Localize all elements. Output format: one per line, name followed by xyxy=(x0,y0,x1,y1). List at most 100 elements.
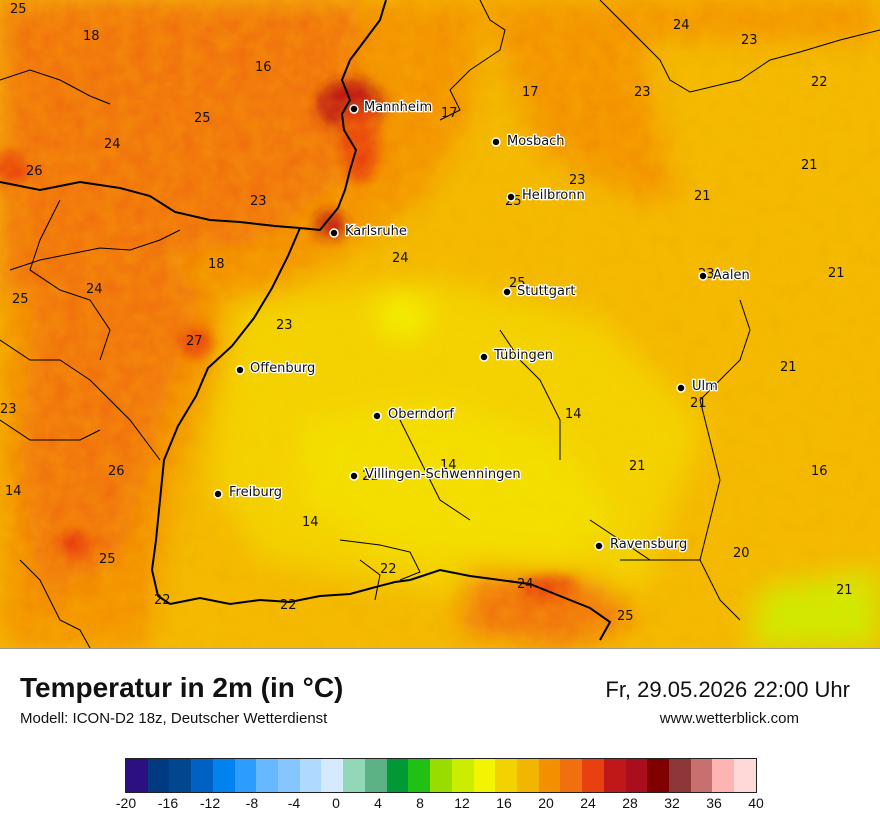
legend-tick-label: -8 xyxy=(245,795,259,811)
legend-swatch xyxy=(430,759,452,792)
value-label: 22 xyxy=(154,593,171,608)
value-label: 16 xyxy=(255,60,272,75)
state-borders xyxy=(0,0,612,641)
value-label: 16 xyxy=(811,464,828,479)
legend-tick-label: 28 xyxy=(622,795,638,811)
city-dot-icon xyxy=(235,365,245,375)
value-label: 26 xyxy=(26,164,43,179)
city-dot-icon xyxy=(479,352,489,362)
legend-swatch xyxy=(386,759,409,792)
value-label: 21 xyxy=(690,396,707,411)
value-label: 17 xyxy=(441,106,458,121)
city-ravensburg[interactable]: Ravensburg xyxy=(594,536,689,553)
city-ulm[interactable]: Ulm xyxy=(676,378,719,395)
value-label: 18 xyxy=(208,257,225,272)
city-dot-icon xyxy=(349,471,359,481)
value-label: 25 xyxy=(99,552,116,567)
legend-tick-label: 24 xyxy=(580,795,596,811)
city-label: Freiburg xyxy=(229,485,282,500)
legend-swatch xyxy=(560,759,583,792)
legend-tick-label: 32 xyxy=(664,795,680,811)
city-dot-icon xyxy=(502,287,512,297)
value-label: 23 xyxy=(0,402,17,417)
legend-tick-label: -12 xyxy=(199,795,221,811)
city-label: Heilbronn xyxy=(522,188,585,203)
value-label: 18 xyxy=(83,29,100,44)
city-aalen[interactable]: Aalen xyxy=(698,267,751,284)
city-dot-icon xyxy=(329,228,339,238)
legend-swatch xyxy=(495,759,517,792)
legend-tick-label: 0 xyxy=(332,795,340,811)
city-tuebingen[interactable]: Tübingen xyxy=(479,347,554,364)
city-stuttgart[interactable]: Stuttgart xyxy=(502,283,577,300)
city-dot-icon xyxy=(594,541,604,551)
value-label: 24 xyxy=(392,251,409,266)
value-label: 22 xyxy=(380,562,397,577)
map-canvas: 25 18 16 24 23 22 25 24 26 17 17 23 21 2… xyxy=(0,0,880,648)
legend-swatch xyxy=(582,759,604,792)
value-label: 21 xyxy=(780,360,797,375)
legend-swatch xyxy=(234,759,257,792)
value-label: 21 xyxy=(694,189,711,204)
value-label: 24 xyxy=(517,577,534,592)
value-label: 26 xyxy=(108,464,125,479)
value-label: 23 xyxy=(569,173,586,188)
city-mannheim[interactable]: Mannheim xyxy=(349,99,433,116)
legend-tick-label: -16 xyxy=(157,795,179,811)
city-label: Mannheim xyxy=(364,100,432,115)
value-label: 24 xyxy=(86,282,103,297)
city-mosbach[interactable]: Mosbach xyxy=(491,133,566,150)
city-karlsruhe[interactable]: Karlsruhe xyxy=(329,223,408,240)
city-label: Ulm xyxy=(692,379,718,394)
value-label: 21 xyxy=(801,158,818,173)
value-label: 21 xyxy=(629,459,646,474)
legend-swatch xyxy=(321,759,344,792)
value-label: 17 xyxy=(522,85,539,100)
value-label: 23 xyxy=(741,33,758,48)
value-label: 24 xyxy=(673,18,690,33)
city-oberndorf[interactable]: Oberndorf xyxy=(372,406,456,423)
color-legend xyxy=(125,758,757,793)
city-dot-icon xyxy=(349,104,359,114)
city-heilbronn[interactable]: Heilbronn xyxy=(506,187,586,204)
legend-swatch xyxy=(408,759,431,792)
city-dot-icon xyxy=(213,489,223,499)
city-label: Stuttgart xyxy=(517,284,575,299)
city-dot-icon xyxy=(676,383,686,393)
city-freiburg[interactable]: Freiburg xyxy=(213,484,283,501)
legend-swatch xyxy=(473,759,496,792)
value-label: 25 xyxy=(509,276,526,291)
legend-swatch xyxy=(690,759,713,792)
city-dot-icon xyxy=(491,137,501,147)
legend-swatch xyxy=(734,759,756,792)
legend-swatch xyxy=(256,759,279,792)
value-label: 25 xyxy=(10,2,27,17)
value-label: 22 xyxy=(280,598,297,613)
temperature-map: 25 18 16 24 23 22 25 24 26 17 17 23 21 2… xyxy=(0,0,880,649)
legend-swatch xyxy=(364,759,387,792)
legend-swatch xyxy=(278,759,300,792)
city-villingen-schwenningen[interactable]: Villingen-Schwenningen xyxy=(349,466,522,483)
city-dot-icon xyxy=(372,411,382,421)
value-label: 23 xyxy=(634,85,651,100)
city-label: Aalen xyxy=(713,268,750,283)
legend-ticks: -20 -16 -12 -8 -4 0 4 8 12 16 20 24 28 32 36 40 xyxy=(116,795,764,815)
value-label: 25 xyxy=(12,292,29,307)
city-label: Mosbach xyxy=(507,134,565,149)
legend-swatch xyxy=(538,759,561,792)
website-link[interactable]: www.wetterblick.com xyxy=(659,710,799,727)
legend-tick-label: 36 xyxy=(706,795,722,811)
legend-tick-label: 4 xyxy=(374,795,382,811)
texture-noise xyxy=(0,0,880,648)
city-markers: Mannheim Mosbach Heilbronn Karlsruhe Stu… xyxy=(213,99,751,553)
city-label: Ravensburg xyxy=(610,537,687,552)
value-label: 24 xyxy=(104,137,121,152)
city-label: Oberndorf xyxy=(388,407,454,422)
value-label: 25 xyxy=(617,609,634,624)
legend-swatch xyxy=(299,759,322,792)
value-label: 20 xyxy=(733,546,750,561)
city-offenburg[interactable]: Offenburg xyxy=(235,360,317,377)
value-label: 14 xyxy=(565,407,582,422)
value-label: 21 xyxy=(836,583,853,598)
value-label: 14 xyxy=(440,458,457,473)
